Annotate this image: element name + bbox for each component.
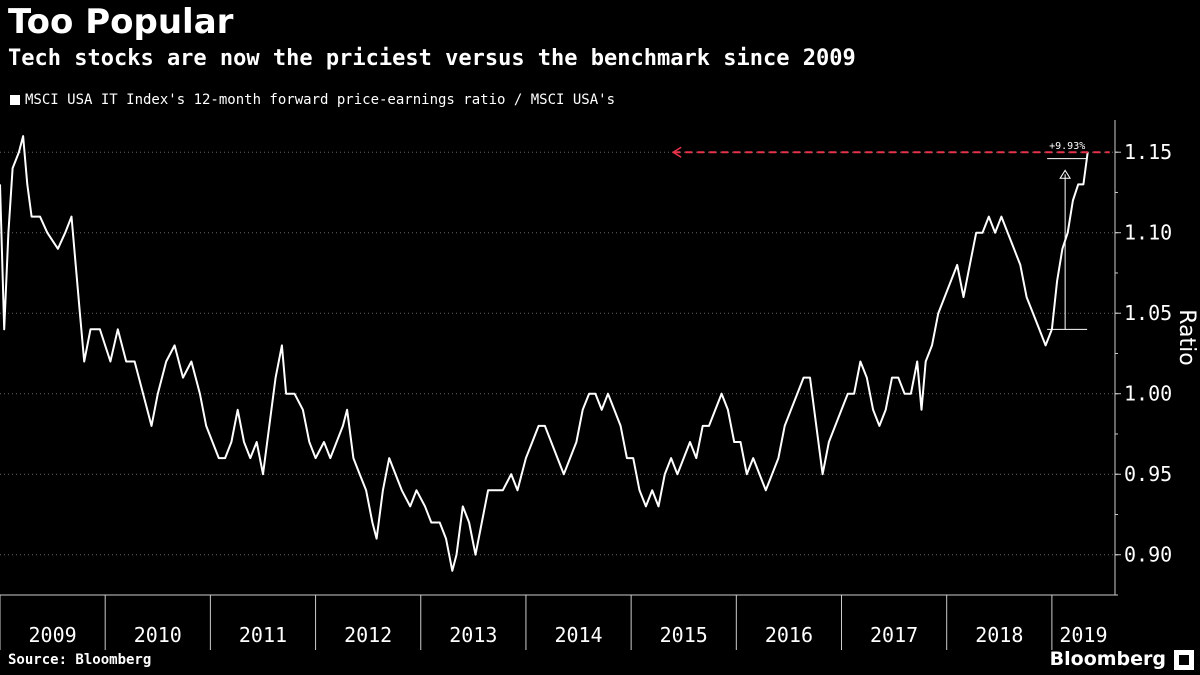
x-tick-label: 2013 [449, 623, 497, 647]
y-axis: 0.90 0.95 1.00 1.05 1.10 1.15 Ratio [1114, 120, 1199, 596]
legend: MSCI USA IT Index's 12-month forward pri… [10, 92, 615, 108]
series-layer [0, 135, 1089, 572]
x-tick-label: 2015 [660, 623, 708, 647]
y-tick-label: 0.90 [1124, 543, 1172, 567]
series-line [0, 135, 1089, 572]
y-tick-label: 1.00 [1124, 382, 1172, 406]
y-axis-title: Ratio [1174, 309, 1199, 365]
chart-title: Too Popular [8, 2, 234, 42]
source-note: Source: Bloomberg [8, 652, 152, 668]
chart-subtitle: Tech stocks are now the priciest versus … [8, 46, 856, 71]
legend-swatch [10, 95, 20, 105]
x-tick-label: 2018 [975, 623, 1023, 647]
y-tick-label: 1.05 [1124, 301, 1172, 325]
y-tick-label: 1.10 [1124, 221, 1172, 245]
x-axis: 2009 2010 2011 2012 2013 2014 2015 2016 2017 2018… [0, 594, 1115, 650]
x-tick-label: 2014 [554, 623, 602, 647]
x-tick-label: 2011 [239, 623, 287, 647]
change-arrow-up [1059, 169, 1072, 179]
x-tick-label: 2016 [765, 623, 813, 647]
grid-lines [0, 151, 1115, 556]
change-label: +9.93% [1049, 141, 1085, 152]
x-tick-label: 2009 [29, 623, 77, 647]
x-tick-label: 2012 [344, 623, 392, 647]
brand-logo-text: Bloomberg [1049, 648, 1166, 670]
x-tick-label: 2010 [134, 623, 182, 647]
y-tick-label: 0.95 [1124, 462, 1172, 486]
legend-label: MSCI USA IT Index's 12-month forward pri… [25, 92, 616, 108]
bloomberg-logo-icon [1174, 650, 1194, 670]
annotation-layer: +9.93% [671, 141, 1110, 330]
x-tick-label: 2019 [1059, 623, 1107, 647]
y-tick-label: 1.15 [1124, 140, 1172, 164]
reference-arrowhead [671, 146, 682, 158]
x-tick-label: 2017 [870, 623, 918, 647]
